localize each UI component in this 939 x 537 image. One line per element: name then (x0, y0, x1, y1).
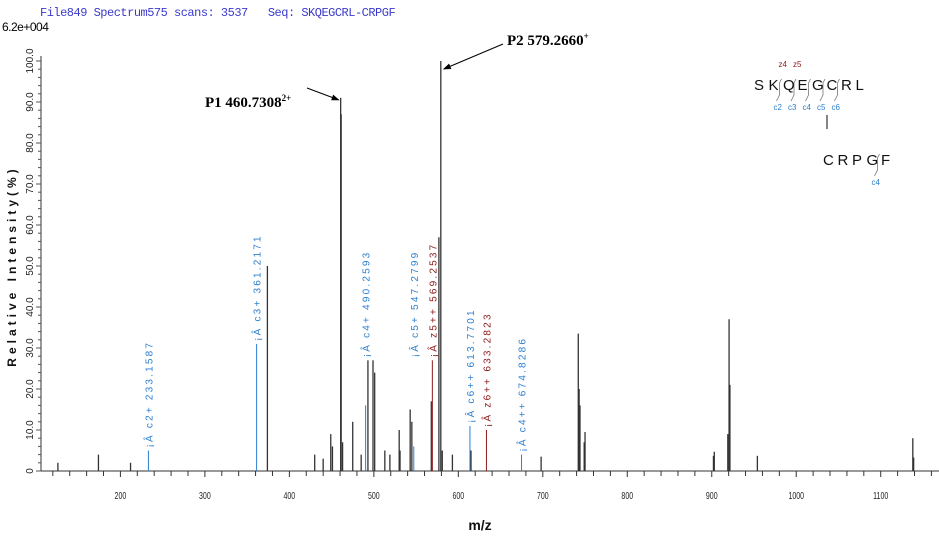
c-ion-label: c5 (817, 103, 826, 112)
peak-annotation: ¡Â c6++ 613.7701 (464, 308, 477, 423)
x-axis-label: m/z (468, 517, 491, 533)
y-tick-label: 0 (25, 468, 36, 474)
cleavage-bracket (776, 78, 782, 102)
z-ion-label: z4 (778, 60, 787, 69)
residue: G (812, 77, 824, 94)
c-ion-label: c4 (802, 103, 811, 112)
residue: Q (783, 77, 795, 94)
x-tick-label: 700 (537, 490, 549, 502)
y-tick-label: 50.0 (25, 256, 36, 276)
residue: L (855, 77, 864, 94)
x-tick-label: 800 (621, 490, 633, 502)
y-tick-label: 60.0 (25, 215, 36, 235)
peak-annotation: ¡Â z5++ 569.2537 (426, 243, 439, 358)
charge-superscript: + (584, 31, 589, 41)
residue: C (826, 77, 838, 94)
p1-arrow (306, 87, 340, 101)
residue: K (768, 77, 779, 94)
x-tick-label: 500 (368, 490, 380, 502)
residue: P (852, 152, 863, 169)
x-tick-label: 1000 (788, 490, 804, 502)
charge-superscript: 2+ (282, 93, 292, 103)
peak-annotation: ¡Â z6++ 633.2823 (480, 312, 493, 427)
y-tick-label: 90.0 (25, 92, 36, 112)
y-tick-label: 100.0 (25, 48, 36, 73)
x-tick-label: 200 (115, 490, 127, 502)
residue: F (881, 152, 891, 169)
peak-annotation: ¡Â c4+ 490.2593 (360, 251, 373, 358)
spectrum-header: File849 Spectrum575 scans: 3537 Seq: SKQ… (40, 6, 396, 20)
y-tick-label: 80.0 (25, 133, 36, 153)
y-tick-label: 10.0 (25, 420, 36, 440)
intensity-scale-label: 6.2e+004 (2, 20, 49, 34)
x-tick-label: 400 (284, 490, 296, 502)
cleavage-bracket (874, 153, 880, 177)
c-ion-label: c6 (831, 103, 840, 112)
z-ion-label: z5 (793, 60, 802, 69)
x-tick-label: 1100 (873, 490, 888, 502)
peak-annotation: ¡Â c5+ 547.2799 (408, 251, 421, 358)
residue: S (754, 77, 765, 94)
peak-annotation: ¡Â c3+ 361.2171 (251, 234, 264, 341)
peak-annotation: ¡Â c4++ 674.8286 (516, 337, 529, 452)
residue: R (841, 77, 852, 94)
residue: R (837, 152, 849, 169)
y-tick-label: 20.0 (25, 379, 36, 399)
p2-arrow (442, 43, 504, 70)
precursor-label-p2: P2 579.2660+ (507, 31, 589, 49)
c-ion-label: c2 (773, 103, 782, 112)
x-tick-label: 300 (199, 490, 211, 502)
y-tick-label: 30.0 (25, 338, 36, 358)
residue: G (866, 152, 879, 169)
precursor-label-p1: P1 460.73082+ (205, 93, 291, 111)
x-tick-label: 600 (452, 490, 464, 502)
residue: E (797, 77, 808, 94)
cleavage-bracket (790, 78, 797, 102)
c-ion-label: c4 (871, 178, 880, 187)
c-ion-label: c3 (788, 103, 797, 112)
x-tick-label: 900 (706, 490, 718, 502)
peak-annotation: ¡Â c2+ 233.1587 (142, 341, 155, 448)
residue: C (823, 152, 834, 169)
y-tick-label: 70.0 (25, 174, 36, 194)
cleavage-bracket (834, 78, 840, 102)
cleavage-bracket (819, 78, 826, 102)
cleavage-bracket (805, 78, 811, 102)
y-axis-label: Relative Intensity(%) (5, 165, 19, 366)
y-tick-label: 40.0 (25, 297, 36, 317)
